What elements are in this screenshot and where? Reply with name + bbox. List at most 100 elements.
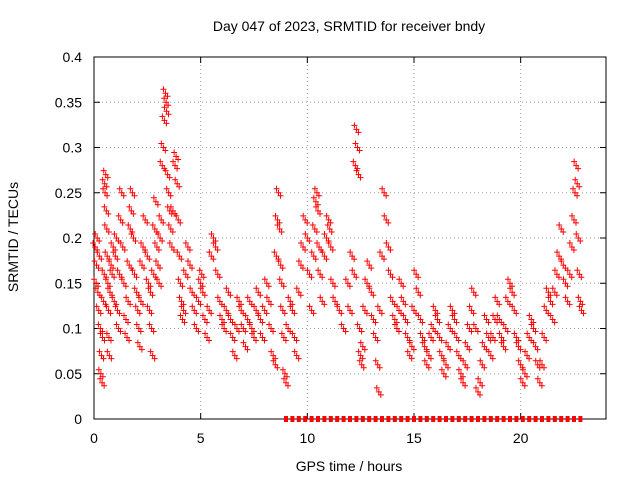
zero-data-point xyxy=(284,416,288,422)
data-point xyxy=(511,330,518,337)
data-point xyxy=(549,301,556,308)
data-point xyxy=(116,310,123,317)
data-point xyxy=(270,328,277,335)
data-point xyxy=(428,321,435,328)
data-point xyxy=(170,158,177,165)
data-point xyxy=(273,185,280,192)
data-point xyxy=(235,328,242,335)
data-point xyxy=(208,310,215,317)
data-point xyxy=(259,303,266,310)
data-point xyxy=(328,228,335,235)
data-point xyxy=(575,294,582,301)
data-point xyxy=(472,292,479,299)
data-point xyxy=(356,147,363,154)
data-point xyxy=(253,337,259,344)
data-point xyxy=(159,113,166,120)
data-point xyxy=(107,337,114,344)
data-point xyxy=(206,337,213,344)
data-point xyxy=(362,276,369,283)
data-point xyxy=(186,247,193,254)
zero-data-point xyxy=(514,416,519,422)
data-point xyxy=(97,375,104,382)
data-point xyxy=(244,346,251,353)
data-point xyxy=(157,158,164,165)
data-point xyxy=(121,247,128,254)
data-point xyxy=(161,104,168,111)
data-point xyxy=(165,221,172,228)
data-point xyxy=(385,219,392,226)
data-point xyxy=(402,330,409,337)
data-point xyxy=(164,93,171,100)
data-point xyxy=(413,285,420,292)
data-point xyxy=(141,265,147,272)
data-point xyxy=(156,212,163,219)
data-point xyxy=(105,228,112,235)
data-point xyxy=(358,328,365,335)
data-point xyxy=(353,167,360,174)
data-point xyxy=(314,240,321,247)
data-point xyxy=(221,303,228,310)
data-point xyxy=(317,210,323,217)
data-point xyxy=(272,212,279,219)
data-point xyxy=(556,221,563,228)
data-point xyxy=(148,267,155,274)
data-point xyxy=(139,301,146,308)
data-point xyxy=(132,303,139,310)
data-point xyxy=(447,303,454,310)
data-point xyxy=(417,292,424,299)
data-point xyxy=(172,176,179,183)
data-point xyxy=(315,192,322,199)
data-point xyxy=(357,174,364,181)
data-point xyxy=(381,256,387,263)
data-point xyxy=(566,240,573,247)
data-point xyxy=(346,283,353,290)
data-point xyxy=(274,221,281,228)
zero-data-point xyxy=(482,416,487,422)
data-point xyxy=(177,219,184,226)
data-point xyxy=(436,348,443,355)
data-point xyxy=(385,267,392,274)
data-point xyxy=(261,337,268,344)
data-point xyxy=(100,167,107,174)
data-point xyxy=(477,391,483,398)
data-point xyxy=(210,240,217,247)
data-point xyxy=(408,355,415,362)
data-point xyxy=(110,249,117,256)
data-point xyxy=(185,258,191,265)
data-point xyxy=(374,337,381,344)
data-point xyxy=(163,185,170,192)
data-point xyxy=(338,321,345,328)
data-point xyxy=(345,303,351,310)
data-point xyxy=(242,328,249,335)
data-point xyxy=(323,256,330,263)
data-point xyxy=(504,328,511,335)
data-point xyxy=(441,357,447,364)
zero-data-point xyxy=(431,416,436,422)
data-point xyxy=(359,303,366,310)
data-point xyxy=(400,312,407,319)
data-point xyxy=(517,346,524,353)
data-point xyxy=(357,339,364,346)
data-point xyxy=(154,201,161,208)
y-tick-label: 0.1 xyxy=(63,321,83,337)
zero-data-point xyxy=(444,416,448,422)
zero-data-point xyxy=(303,416,308,422)
data-point xyxy=(578,274,585,281)
data-point xyxy=(562,294,569,301)
data-point xyxy=(430,337,437,344)
data-point xyxy=(251,303,258,310)
data-point xyxy=(206,249,213,256)
y-axis-label: SRMTID / TECUs xyxy=(5,182,21,292)
data-point xyxy=(181,319,188,326)
data-point xyxy=(180,267,187,274)
data-point xyxy=(246,321,253,328)
data-point xyxy=(238,321,245,328)
zero-data-point xyxy=(322,416,327,422)
data-point xyxy=(267,301,274,308)
data-point xyxy=(225,312,232,319)
data-point xyxy=(560,276,567,283)
zero-data-point xyxy=(572,416,576,422)
zero-data-point xyxy=(360,416,365,422)
zero-data-point xyxy=(341,416,346,422)
data-point xyxy=(137,328,144,335)
